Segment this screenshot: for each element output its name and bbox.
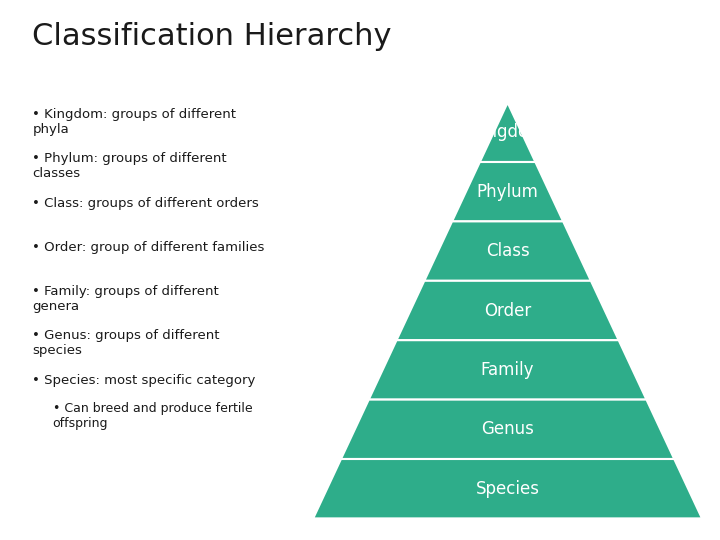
Text: Order: Order bbox=[484, 301, 531, 320]
Text: • Phylum: groups of different
classes: • Phylum: groups of different classes bbox=[32, 152, 227, 180]
Text: • Species: most specific category: • Species: most specific category bbox=[32, 374, 256, 387]
Polygon shape bbox=[369, 340, 647, 400]
Text: • Order: group of different families: • Order: group of different families bbox=[32, 241, 265, 254]
Text: Species: Species bbox=[476, 480, 539, 498]
Text: • Kingdom: groups of different
phyla: • Kingdom: groups of different phyla bbox=[32, 108, 236, 136]
Text: Family: Family bbox=[481, 361, 534, 379]
Text: • Can breed and produce fertile
offspring: • Can breed and produce fertile offsprin… bbox=[53, 402, 252, 430]
Text: Genus: Genus bbox=[481, 420, 534, 438]
Polygon shape bbox=[452, 162, 563, 221]
Text: Class: Class bbox=[486, 242, 529, 260]
Polygon shape bbox=[397, 281, 618, 340]
Text: • Genus: groups of different
species: • Genus: groups of different species bbox=[32, 329, 220, 357]
Text: • Class: groups of different orders: • Class: groups of different orders bbox=[32, 197, 259, 210]
Polygon shape bbox=[424, 221, 591, 281]
Text: Phylum: Phylum bbox=[477, 183, 539, 201]
Polygon shape bbox=[480, 103, 536, 162]
Polygon shape bbox=[313, 459, 702, 518]
Polygon shape bbox=[341, 400, 674, 459]
Text: Kingdom: Kingdom bbox=[471, 123, 544, 141]
Text: Classification Hierarchy: Classification Hierarchy bbox=[32, 22, 392, 51]
Text: • Family: groups of different
genera: • Family: groups of different genera bbox=[32, 285, 219, 313]
